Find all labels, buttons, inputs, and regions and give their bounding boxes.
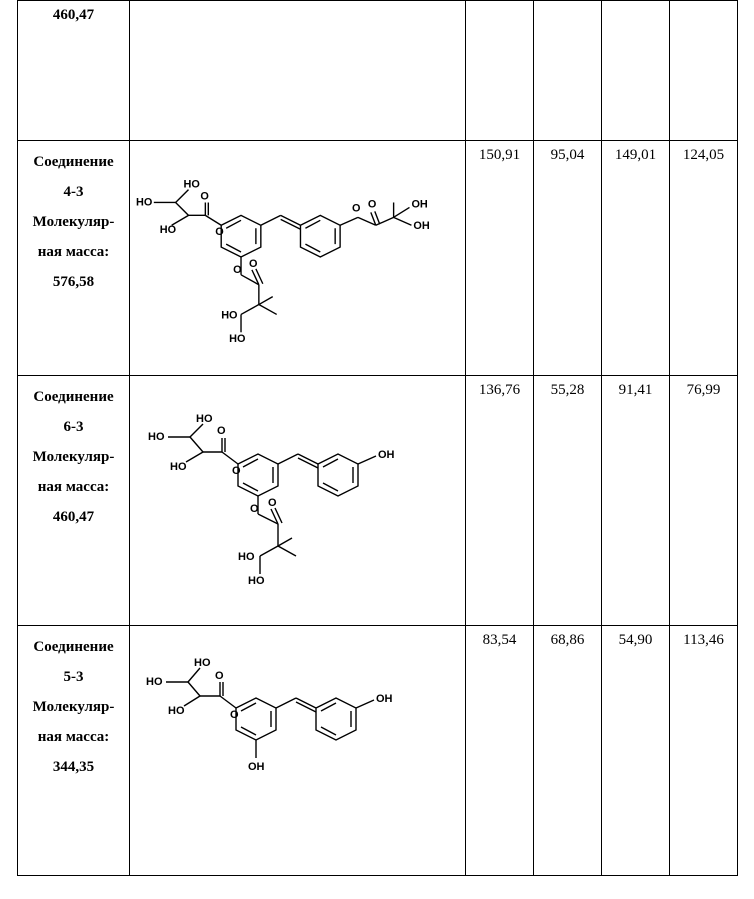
value-cell: 149,01 xyxy=(602,141,670,376)
molecular-mass-value: 344,35 xyxy=(53,759,94,775)
value-cell: 124,05 xyxy=(670,141,738,376)
label-text: Соединение xyxy=(33,154,113,170)
chemical-structure-icon: HO HO HO O O OH OH xyxy=(140,632,455,802)
svg-text:HO: HO xyxy=(229,333,246,345)
svg-text:HO: HO xyxy=(184,179,201,191)
table-row: Соединение 6-3 Молекуляр- ная масса: 460… xyxy=(18,376,738,626)
svg-text:HO: HO xyxy=(170,461,187,473)
svg-text:HO: HO xyxy=(148,431,165,443)
svg-text:HO: HO xyxy=(160,224,177,236)
value-cell xyxy=(534,1,602,141)
compound-table: 460,47 Соединение 4-3 Молекуляр- ная мас… xyxy=(17,0,738,876)
svg-text:O: O xyxy=(230,709,239,721)
value-cell: 55,28 xyxy=(534,376,602,626)
svg-text:HO: HO xyxy=(238,551,255,563)
label-text: 5-3 xyxy=(64,669,84,685)
compound-label: 460,47 xyxy=(18,1,130,141)
value-cell: 54,90 xyxy=(602,626,670,876)
table-row: 460,47 xyxy=(18,1,738,141)
svg-text:O: O xyxy=(215,226,224,238)
svg-text:O: O xyxy=(200,191,209,203)
svg-text:O: O xyxy=(268,497,277,509)
chemical-structure-icon: HO HO HO O O O O OH OH O O HO HO xyxy=(134,147,461,362)
svg-text:HO: HO xyxy=(194,657,211,669)
compound-label: Соединение 4-3 Молекуляр- ная масса: 576… xyxy=(18,141,130,376)
value-cell xyxy=(466,1,534,141)
label-text: ная масса: xyxy=(38,479,110,495)
label-text: 4-3 xyxy=(64,184,84,200)
label-text: Соединение xyxy=(33,639,113,655)
structure-cell: HO HO HO O O OH OH xyxy=(130,626,466,876)
value-cell: 113,46 xyxy=(670,626,738,876)
value-cell: 95,04 xyxy=(534,141,602,376)
table-row: Соединение 4-3 Молекуляр- ная масса: 576… xyxy=(18,141,738,376)
svg-text:O: O xyxy=(232,465,241,477)
label-text: Молекуляр- xyxy=(33,214,115,230)
svg-text:HO: HO xyxy=(146,676,163,688)
molecular-mass-value: 576,58 xyxy=(53,274,94,290)
label-text: Соединение xyxy=(33,389,113,405)
svg-text:HO: HO xyxy=(136,196,153,208)
value-cell: 68,86 xyxy=(534,626,602,876)
svg-text:OH: OH xyxy=(413,220,429,232)
svg-text:OH: OH xyxy=(378,449,395,461)
label-text: Молекуляр- xyxy=(33,449,115,465)
value-cell: 136,76 xyxy=(466,376,534,626)
svg-text:HO: HO xyxy=(221,309,238,321)
value-cell: 91,41 xyxy=(602,376,670,626)
svg-text:HO: HO xyxy=(248,575,265,587)
svg-text:O: O xyxy=(215,670,224,682)
svg-text:O: O xyxy=(250,503,259,515)
value-cell: 83,54 xyxy=(466,626,534,876)
svg-text:O: O xyxy=(352,202,361,214)
label-text: Молекуляр- xyxy=(33,699,115,715)
molecular-mass-value: 460,47 xyxy=(53,509,94,525)
svg-text:HO: HO xyxy=(196,413,213,425)
value-cell: 150,91 xyxy=(466,141,534,376)
label-text: 6-3 xyxy=(64,419,84,435)
compound-label: Соединение 6-3 Молекуляр- ная масса: 460… xyxy=(18,376,130,626)
compound-label: Соединение 5-3 Молекуляр- ная масса: 344… xyxy=(18,626,130,876)
value-cell xyxy=(602,1,670,141)
molecular-mass-value: 460,47 xyxy=(53,7,94,23)
structure-cell: HO HO HO O O OH O O HO HO xyxy=(130,376,466,626)
label-text: ная масса: xyxy=(38,244,110,260)
value-cell: 76,99 xyxy=(670,376,738,626)
svg-text:OH: OH xyxy=(248,761,265,773)
structure-cell xyxy=(130,1,466,141)
svg-text:OH: OH xyxy=(411,198,427,210)
svg-text:O: O xyxy=(368,198,377,210)
svg-text:O: O xyxy=(249,258,258,270)
svg-text:HO: HO xyxy=(168,705,185,717)
value-cell xyxy=(670,1,738,141)
svg-text:OH: OH xyxy=(376,693,393,705)
table-row: Соединение 5-3 Молекуляр- ная масса: 344… xyxy=(18,626,738,876)
label-text: ная масса: xyxy=(38,729,110,745)
svg-text:O: O xyxy=(217,425,226,437)
structure-cell: HO HO HO O O O O OH OH O O HO HO xyxy=(130,141,466,376)
svg-text:O: O xyxy=(233,264,242,276)
chemical-structure-icon: HO HO HO O O OH O O HO HO xyxy=(138,382,458,607)
